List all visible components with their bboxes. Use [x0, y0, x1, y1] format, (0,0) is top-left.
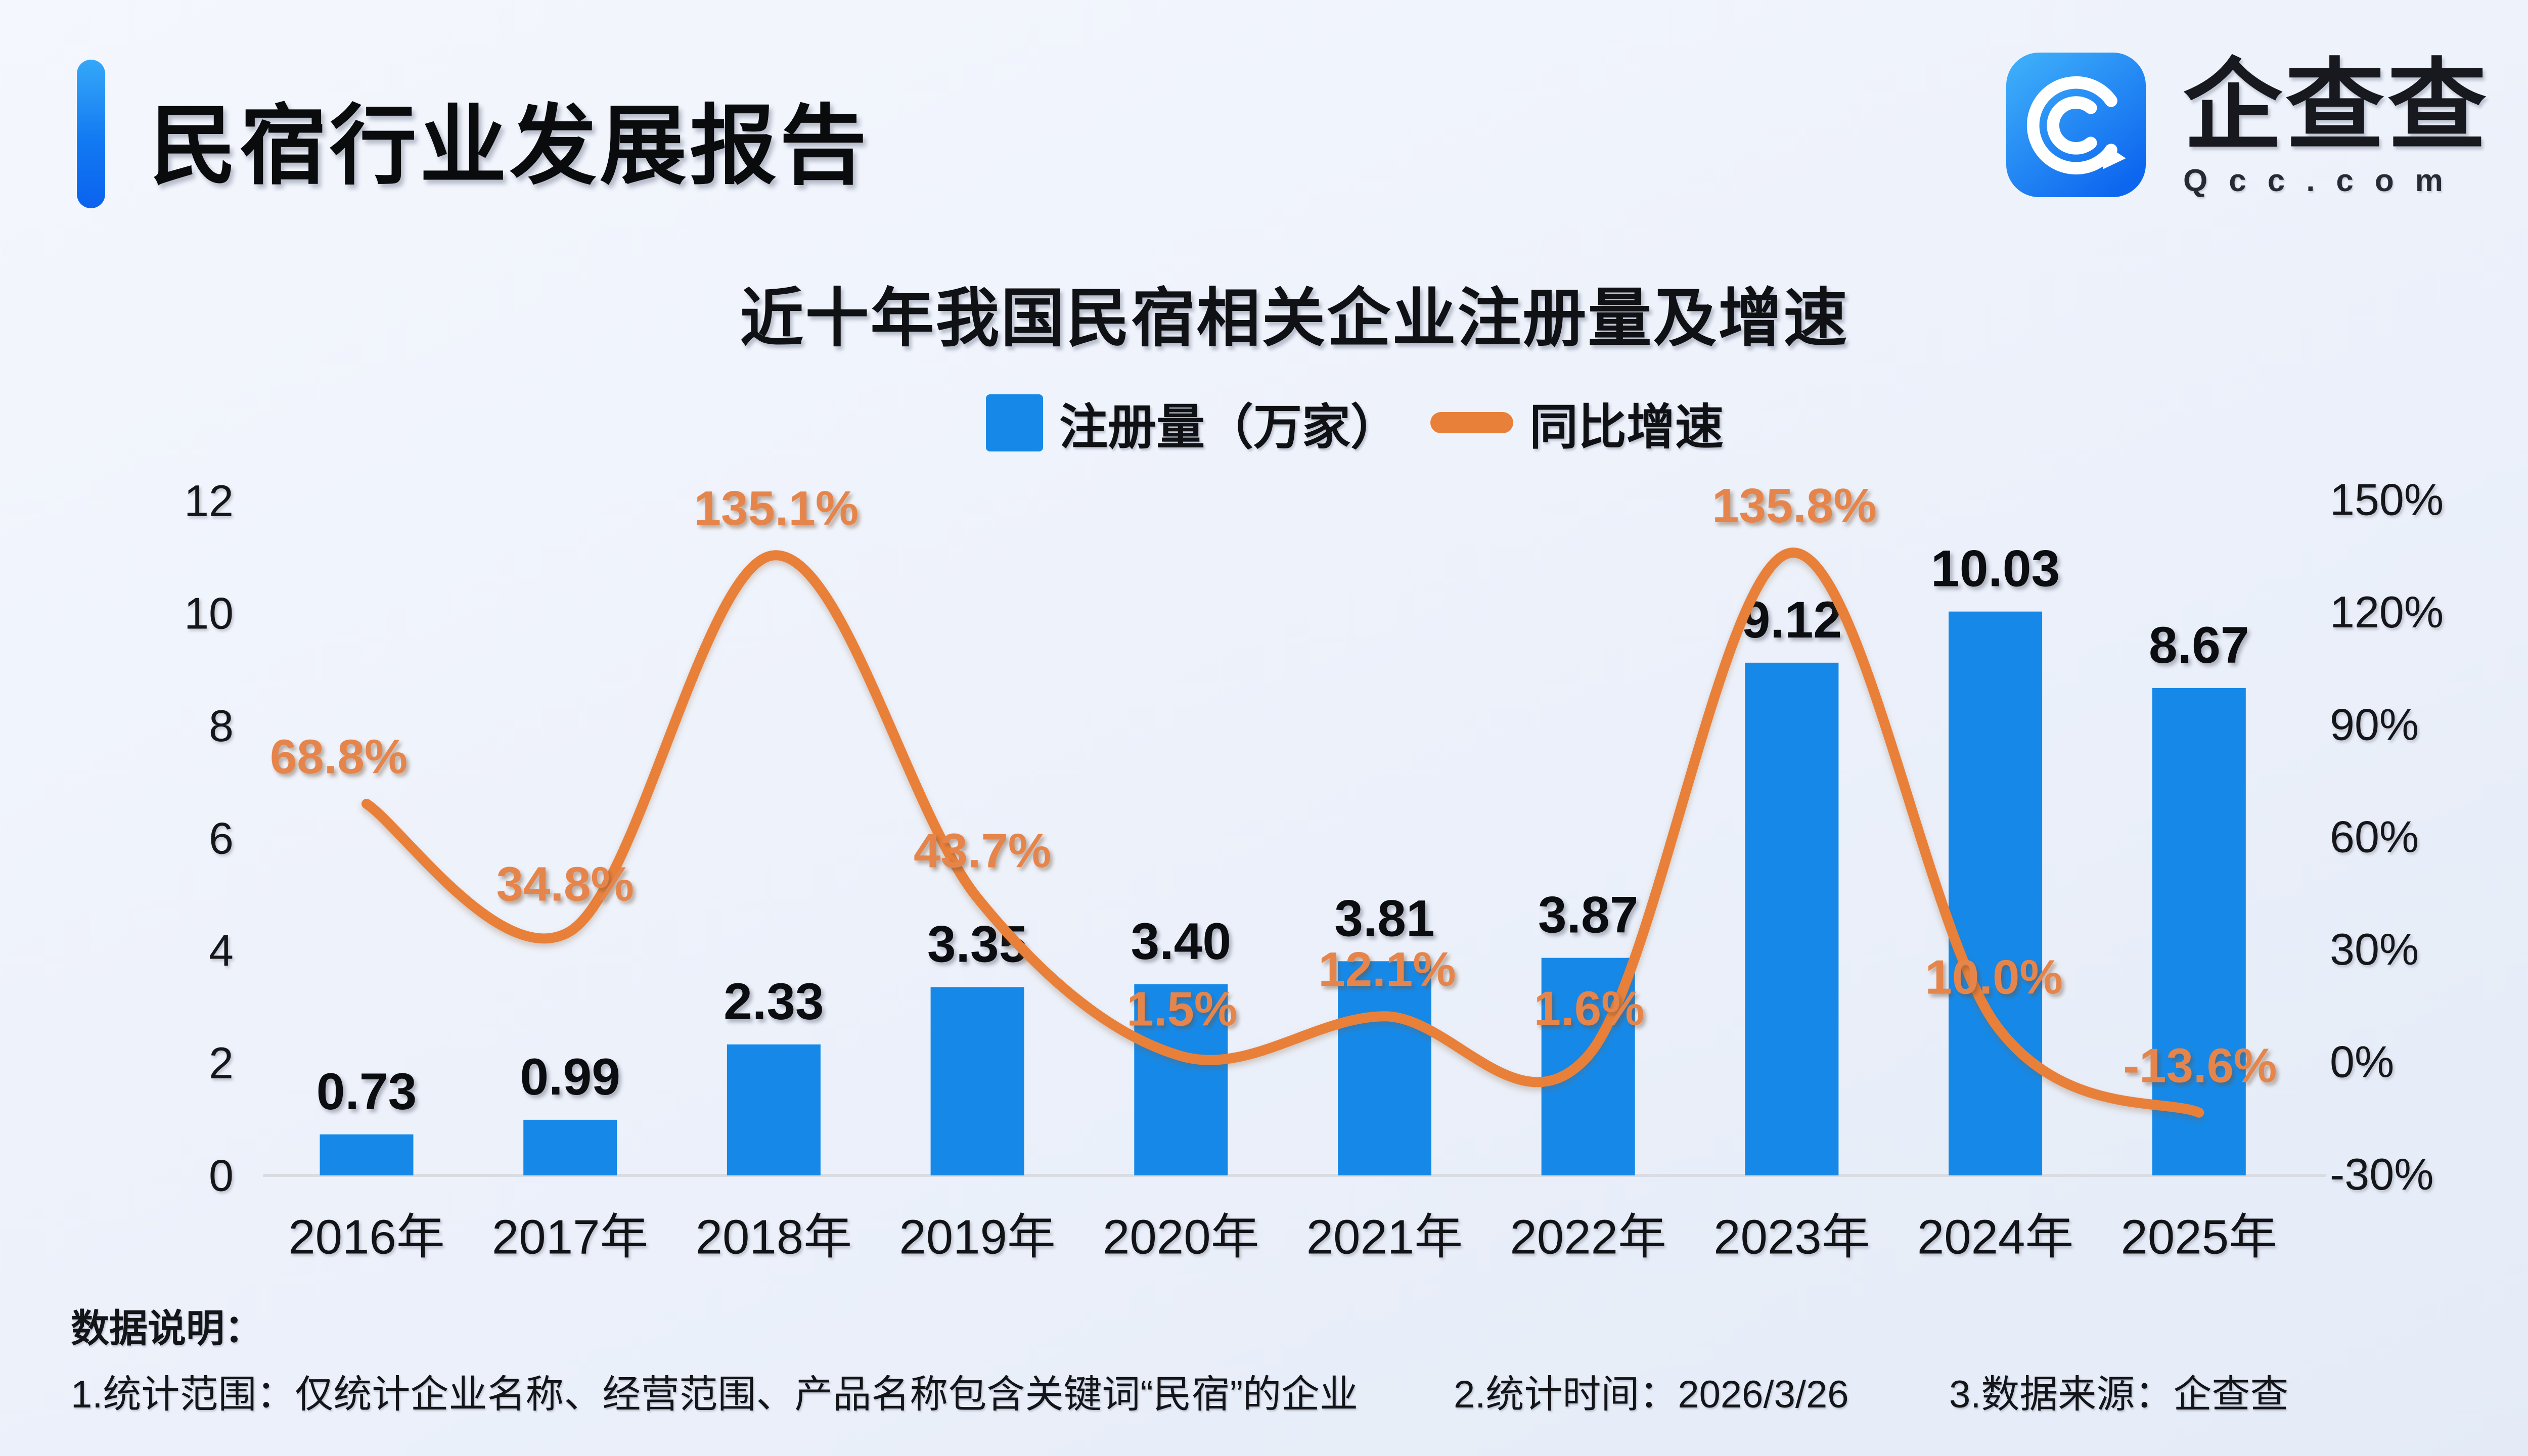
bar-2021年 — [1338, 961, 1431, 1175]
x-axis-label: 2022年 — [1510, 1210, 1666, 1264]
bar-value-label: 3.81 — [1334, 889, 1435, 947]
x-axis-label: 2020年 — [1103, 1210, 1259, 1264]
left-axis-tick: 10 — [184, 588, 234, 639]
qcc-spiral-icon — [2006, 53, 2146, 197]
legend-label: 注册量（万家） — [1059, 400, 1399, 454]
growth-rate-label: 1.6% — [1534, 982, 1645, 1036]
growth-rate-label: 12.1% — [1318, 942, 1456, 996]
x-axis-label: 2016年 — [288, 1210, 445, 1264]
right-axis-tick: 60% — [2330, 812, 2419, 862]
footer-heading: 数据说明： — [71, 1307, 263, 1350]
right-axis-tick: 0% — [2330, 1037, 2394, 1087]
footer-note-scope: 1.统计范围：仅统计企业名称、经营范围、产品名称包含关键词“民宿”的企业 — [71, 1373, 1358, 1416]
x-axis-label: 2017年 — [492, 1210, 649, 1264]
x-axis-label: 2018年 — [696, 1210, 852, 1264]
chart-legend: 注册量（万家） 同比增速 — [986, 389, 1724, 456]
logo-brand: 企查查 — [2183, 51, 2490, 161]
right-axis-tick: 120% — [2330, 587, 2444, 637]
bar-2023年 — [1745, 662, 1839, 1175]
bar-value-label: 9.12 — [1742, 591, 1842, 649]
right-axis-tick: 150% — [2330, 475, 2444, 525]
footer-note-source: 3.数据来源：企查查 — [1949, 1373, 2289, 1416]
bar-value-label: 0.73 — [317, 1063, 417, 1120]
left-axis-tick: 8 — [209, 701, 234, 751]
bar-value-label: 0.99 — [520, 1048, 620, 1106]
growth-rate-label: -13.6% — [2123, 1038, 2277, 1093]
x-axis-label: 2024年 — [1917, 1210, 2074, 1264]
growth-rate-line — [362, 548, 2204, 1118]
growth-rate-label: 68.8% — [270, 730, 408, 784]
bar-2025年 — [2152, 688, 2246, 1175]
left-axis-tick: 6 — [209, 813, 234, 863]
growth-rate-label: 135.8% — [1712, 479, 1877, 533]
bar-value-label: 10.03 — [1931, 540, 2060, 598]
bar-2017年 — [523, 1119, 617, 1175]
growth-rate-label: 34.8% — [496, 857, 634, 912]
growth-rate-label: 43.7% — [914, 824, 1051, 878]
bar-value-label: 3.40 — [1131, 913, 1232, 970]
x-axis-label: 2023年 — [1713, 1210, 1870, 1264]
bar-swatch-icon — [986, 394, 1043, 451]
legend-label: 同比增速 — [1529, 400, 1724, 454]
left-axis-tick: 12 — [184, 476, 234, 526]
bar-2018年 — [727, 1044, 821, 1175]
bar-value-label: 3.87 — [1538, 886, 1639, 944]
page-title: 民宿行业发展报告 — [150, 98, 870, 195]
right-axis-tick: 90% — [2330, 699, 2419, 749]
logo-domain: Qcc.com — [2183, 163, 2464, 198]
header-accent-bar — [77, 60, 105, 208]
footer-note-date: 2.统计时间：2026/3/26 — [1454, 1373, 1849, 1416]
line-swatch-icon — [1430, 412, 1513, 433]
right-axis-tick: -30% — [2330, 1149, 2433, 1199]
growth-rate-label: 10.0% — [1925, 950, 2062, 1004]
legend-item-growth: 同比增速 — [1430, 388, 1724, 458]
growth-rate-label: 135.1% — [694, 481, 859, 535]
chart-title: 近十年我国民宿相关企业注册量及增速 — [740, 283, 1849, 354]
bar-2020年 — [1134, 984, 1228, 1175]
left-axis-tick: 4 — [209, 926, 234, 976]
x-axis-label: 2019年 — [899, 1210, 1056, 1264]
bar-2019年 — [930, 987, 1024, 1175]
left-axis-tick: 0 — [209, 1151, 234, 1201]
x-axis-label: 2021年 — [1306, 1210, 1463, 1264]
bar-value-label: 8.67 — [2149, 616, 2249, 674]
legend-item-registrations: 注册量（万家） — [986, 388, 1399, 458]
right-axis-tick: 30% — [2330, 924, 2419, 974]
left-axis-tick: 2 — [209, 1038, 234, 1088]
logo-text: 企查查 Qcc.com — [2183, 53, 2490, 199]
qcc-logo: 企查查 Qcc.com — [2005, 53, 2490, 199]
x-axis-label: 2025年 — [2121, 1210, 2278, 1264]
bar-value-label: 2.33 — [724, 973, 824, 1030]
bar-2024年 — [1949, 611, 2043, 1175]
bar-2016年 — [320, 1134, 414, 1175]
growth-rate-label: 1.5% — [1126, 982, 1237, 1036]
